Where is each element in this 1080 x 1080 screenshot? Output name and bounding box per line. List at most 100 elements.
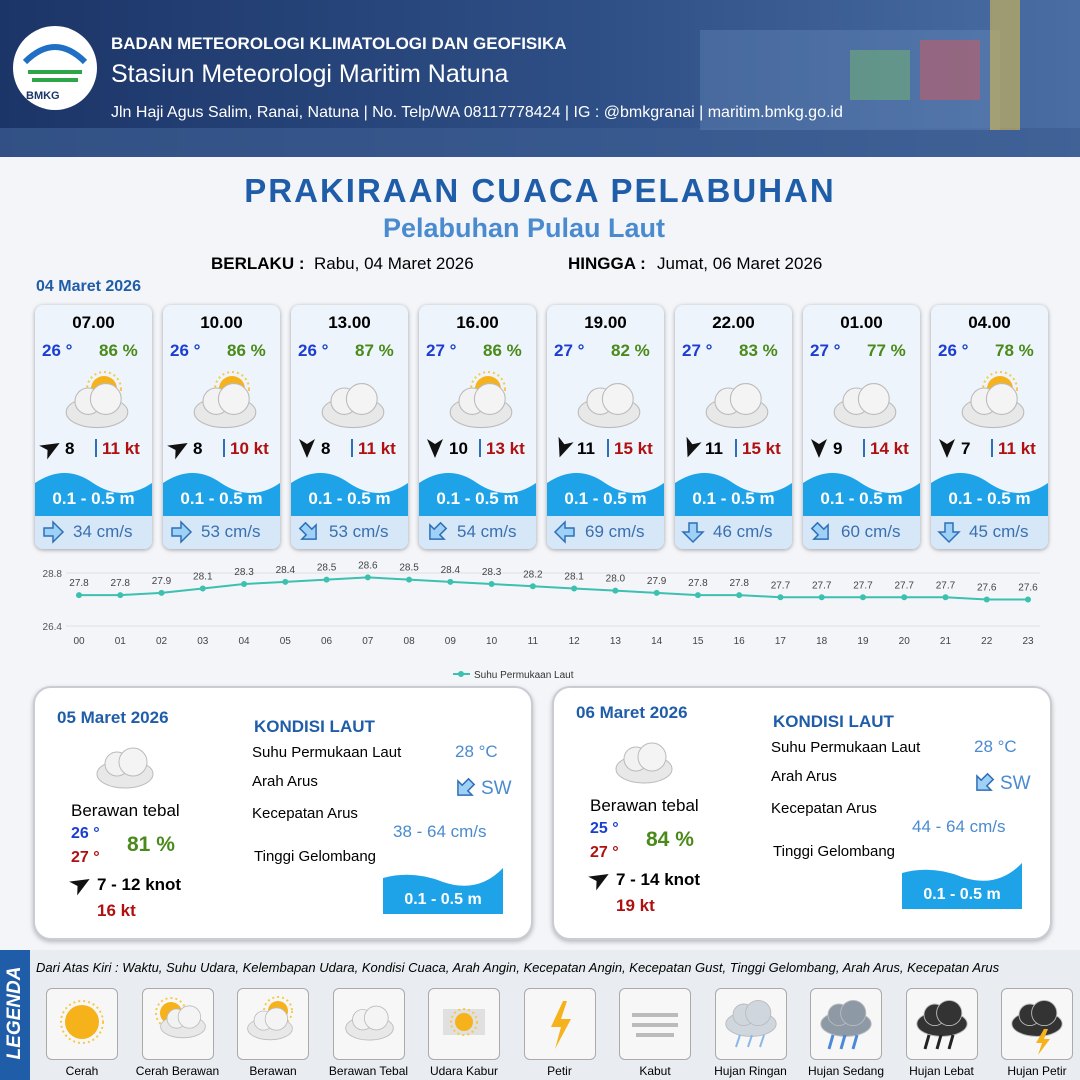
wind-arrow bbox=[167, 436, 191, 465]
sst-point bbox=[282, 578, 289, 585]
value-label: 27.6 bbox=[977, 583, 997, 594]
logo-text: BMKG bbox=[26, 90, 60, 102]
dir-arrow bbox=[453, 776, 477, 805]
title: PRAKIRAAN CUACA PELABUHAN bbox=[244, 172, 836, 209]
x-tick-label: 07 bbox=[362, 636, 374, 647]
value-label: 28.2 bbox=[523, 569, 543, 580]
wave-svg bbox=[163, 473, 280, 521]
sst-point bbox=[942, 594, 949, 601]
value-label: 27.7 bbox=[771, 580, 791, 591]
forecast-card: 10.00 26 ° 86 % 8 10 kt 0.1 - 0.5 m 53 cm/s bbox=[163, 305, 280, 549]
day-icon-svg bbox=[96, 747, 154, 789]
time: 13.00 bbox=[328, 313, 371, 332]
dir-label: Arah Arus bbox=[771, 768, 837, 785]
day-wind: 7 - 12 knot bbox=[97, 875, 182, 894]
speed-label: Kecepatan Arus bbox=[252, 805, 358, 822]
legend-item: Berawan bbox=[249, 1064, 297, 1078]
time: 07.00 bbox=[72, 313, 115, 332]
legend-icon bbox=[332, 988, 405, 1060]
time: 01.00 bbox=[840, 313, 883, 332]
value-label: 27.7 bbox=[812, 580, 832, 591]
forecast-card: 01.00 27 ° 77 % 9 14 kt 0.1 - 0.5 m 60 cm/s bbox=[803, 305, 920, 549]
day-icon bbox=[93, 740, 163, 795]
current-arrow-svg bbox=[429, 521, 448, 540]
value-label: 27.9 bbox=[647, 576, 667, 587]
sst-point bbox=[612, 587, 619, 594]
day-wave-value: 0.1 - 0.5 m bbox=[923, 886, 1001, 903]
sst-point bbox=[736, 592, 743, 599]
sst-point bbox=[406, 576, 413, 583]
wave-shape bbox=[35, 461, 152, 526]
wind-arrow-svg bbox=[427, 439, 443, 458]
speed-value: 38 - 64 cm/s bbox=[393, 822, 487, 841]
day-wind-arrow bbox=[69, 872, 93, 901]
legend-icon-svg bbox=[915, 999, 968, 1050]
humidity: 77 % bbox=[867, 341, 906, 360]
wind-arrow bbox=[39, 436, 63, 465]
wave-shape bbox=[803, 461, 920, 526]
wave-label: Tinggi Gelombang bbox=[773, 843, 896, 860]
dir-value: SW bbox=[481, 778, 512, 799]
condition: Berawan tebal bbox=[71, 801, 180, 820]
sst-value: 28 °C bbox=[455, 742, 498, 761]
day-wave-svg bbox=[902, 863, 1022, 909]
wave-svg bbox=[35, 473, 152, 521]
time: 22.00 bbox=[712, 313, 755, 332]
legend-item: Petir bbox=[547, 1064, 572, 1078]
x-tick-label: 15 bbox=[692, 636, 704, 647]
legend-icon bbox=[905, 988, 978, 1060]
current-speed: 54 cm/s bbox=[457, 522, 517, 541]
wave-shape bbox=[547, 461, 664, 526]
humidity: 86 % bbox=[483, 341, 522, 360]
current-arrow-svg bbox=[43, 520, 65, 544]
current-arrow-svg bbox=[681, 522, 705, 544]
current-speed: 53 cm/s bbox=[201, 522, 261, 541]
header: BMKG BADAN METEOROLOGI KLIMATOLOGI DAN G… bbox=[0, 0, 1080, 157]
wind-arrow bbox=[295, 436, 319, 465]
wave-height: 0.1 - 0.5 m bbox=[820, 489, 903, 508]
gust: 15 kt bbox=[614, 439, 653, 458]
sst-point bbox=[364, 574, 371, 581]
sst-point bbox=[571, 585, 578, 592]
air-temp: 26 ° bbox=[170, 341, 201, 360]
day-icon-svg bbox=[615, 742, 673, 784]
value-label: 27.8 bbox=[111, 578, 131, 589]
weather-icon bbox=[316, 369, 396, 434]
separator bbox=[95, 439, 97, 457]
day-gust: 16 kt bbox=[97, 901, 136, 920]
current-speed: 60 cm/s bbox=[841, 522, 901, 541]
legend-icon-svg bbox=[344, 1005, 394, 1041]
legend-icon bbox=[810, 988, 882, 1060]
wave-svg bbox=[291, 473, 408, 521]
current-arrow bbox=[297, 520, 321, 549]
value-label: 28.5 bbox=[399, 563, 419, 574]
time: 19.00 bbox=[584, 313, 627, 332]
x-tick-label: 02 bbox=[156, 636, 168, 647]
legend-icon-svg bbox=[154, 997, 206, 1039]
x-tick-label: 03 bbox=[197, 636, 209, 647]
forecast-card: 13.00 26 ° 87 % 8 11 kt 0.1 - 0.5 m 53 cm/s bbox=[291, 305, 408, 549]
legend-item: Cerah bbox=[65, 1064, 99, 1078]
wind-speed: 8 bbox=[321, 439, 331, 458]
subtitle: Pelabuhan Pulau Laut bbox=[382, 213, 666, 243]
air-temp: 27 ° bbox=[554, 341, 585, 360]
current-arrow-svg bbox=[171, 520, 193, 544]
legend-description: Dari Atas Kiri : Waktu, Suhu Udara, Kele… bbox=[36, 960, 1000, 975]
legend-item: Hujan Sedang bbox=[807, 1064, 885, 1078]
value-label: 27.6 bbox=[1018, 583, 1038, 594]
value-label: 28.5 bbox=[317, 563, 337, 574]
time: 10.00 bbox=[200, 313, 243, 332]
current-arrow bbox=[169, 520, 193, 549]
wind-arrow-svg bbox=[686, 436, 702, 458]
y-tick-label: 28.8 bbox=[43, 569, 63, 580]
wind-speed: 10 bbox=[449, 439, 468, 458]
separator bbox=[223, 439, 225, 457]
sst-value: 28 °C bbox=[974, 737, 1017, 756]
x-tick-label: 04 bbox=[238, 636, 250, 647]
air-temp: 26 ° bbox=[298, 341, 329, 360]
sst-point bbox=[323, 576, 330, 583]
current-arrow-svg bbox=[937, 522, 961, 544]
separator bbox=[351, 439, 353, 457]
x-tick-label: 00 bbox=[73, 636, 85, 647]
